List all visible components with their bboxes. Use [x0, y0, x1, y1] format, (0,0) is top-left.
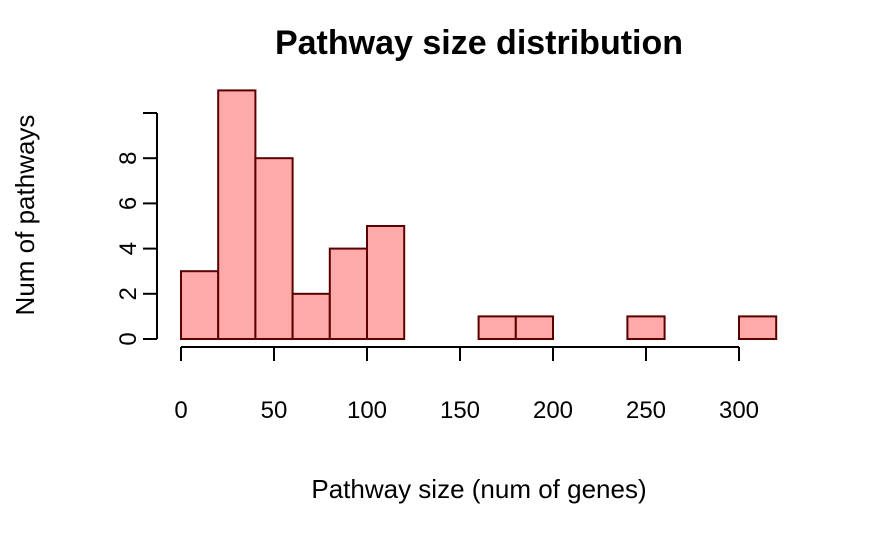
x-tick-label: 250 — [626, 397, 666, 424]
bar — [328, 247, 368, 341]
y-tick-label: 0 — [115, 332, 142, 345]
y-tick-label: 8 — [115, 152, 142, 165]
bar — [254, 157, 294, 340]
x-tick-label: 100 — [347, 397, 387, 424]
y-axis-label: Num of pathways — [10, 115, 40, 316]
x-axis-label: Pathway size (num of genes) — [311, 474, 646, 504]
y-tick-label: 2 — [115, 287, 142, 300]
bar — [180, 270, 220, 341]
bar — [217, 89, 257, 341]
x-tick-label: 0 — [174, 397, 187, 424]
bar — [291, 292, 331, 340]
x-tick-label: 200 — [533, 397, 573, 424]
x-tick-label: 300 — [719, 397, 759, 424]
y-tick-label: 6 — [115, 197, 142, 210]
chart-title: Pathway size distribution — [275, 24, 683, 62]
bar — [366, 225, 406, 340]
bar — [738, 315, 778, 340]
bar — [514, 315, 554, 340]
y-tick-label: 4 — [115, 242, 142, 255]
x-tick-label: 50 — [261, 397, 288, 424]
bar — [626, 315, 666, 340]
bar — [477, 315, 517, 340]
x-tick-label: 150 — [440, 397, 480, 424]
